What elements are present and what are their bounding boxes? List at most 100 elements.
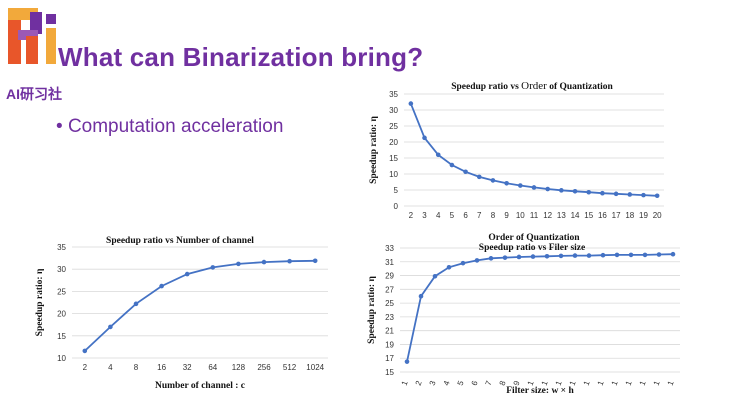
y-tick-label: 21 [385, 327, 394, 336]
x-tick-label: 14 [571, 211, 580, 220]
x-tick-label: 1 [582, 379, 592, 387]
chart-title: Speedup ratio vs Filer size [479, 243, 585, 253]
data-point [261, 259, 267, 265]
x-tick-label: 7 [484, 379, 494, 387]
x-axis-label: Order of Quantization [488, 233, 580, 243]
x-tick-label: 1 [666, 379, 676, 387]
data-point [641, 192, 646, 198]
data-point [572, 188, 578, 194]
x-tick-label: 15 [584, 211, 593, 220]
y-tick-label: 35 [389, 90, 398, 99]
x-tick-label: 32 [183, 363, 192, 372]
data-point [654, 193, 660, 199]
bullet-marker: • [56, 116, 63, 137]
data-point [159, 283, 164, 289]
y-axis-label: Speedup ratio: η [369, 116, 379, 184]
x-tick-label: 1 [400, 379, 410, 387]
x-tick-label: 2 [414, 379, 424, 387]
y-tick-label: 20 [57, 310, 66, 319]
y-tick-label: 25 [57, 287, 66, 296]
data-point [474, 258, 480, 263]
data-point [418, 293, 424, 299]
y-tick-label: 25 [389, 122, 398, 131]
data-point [490, 178, 496, 183]
brand-name: AI研习社 [6, 86, 62, 102]
y-tick-label: 15 [385, 368, 394, 377]
data-point [613, 191, 619, 197]
chart-title: Speedup ratio vs Number of channel [106, 236, 254, 246]
y-tick-label: 30 [57, 265, 66, 274]
data-point [488, 256, 494, 261]
y-axis-label: Speedup ratio: η [367, 276, 377, 344]
data-point [656, 252, 662, 257]
x-tick-label: 17 [612, 211, 621, 220]
x-axis-label: Number of channel : c [155, 381, 245, 391]
x-tick-label: 2 [409, 211, 414, 220]
chart-title-part: Order [521, 80, 547, 92]
x-tick-label: 1 [610, 379, 620, 387]
x-tick-label: 8 [498, 379, 508, 387]
x-tick-label: 1 [568, 379, 578, 387]
y-tick-label: 17 [385, 354, 394, 363]
chart-title-part: of Quantization [547, 82, 614, 92]
x-tick-label: 9 [512, 379, 522, 387]
slide-title: What can Binarization bring? [58, 42, 424, 72]
x-tick-label: 4 [442, 379, 452, 387]
data-point [627, 192, 633, 197]
data-point [572, 253, 578, 258]
y-tick-label: 35 [57, 243, 66, 252]
data-point [614, 252, 620, 258]
data-point [446, 264, 452, 270]
y-tick-label: 30 [389, 106, 398, 115]
x-tick-label: 1 [638, 379, 648, 387]
series-line [406, 253, 674, 362]
y-tick-label: 20 [389, 138, 398, 147]
x-tick-label: 13 [557, 211, 566, 220]
data-point [600, 252, 606, 258]
data-point [312, 258, 318, 264]
data-point [82, 348, 88, 354]
series-line [84, 259, 316, 352]
chart-speedup-vs-channel: 10 15 20 25 30 35 2 4 8 16 32 64 128 256 512 1024 Speedu… [35, 236, 328, 391]
data-point [544, 253, 550, 259]
data-point [210, 265, 216, 270]
x-tick-label: 6 [470, 379, 480, 387]
x-tick-label: 5 [450, 211, 455, 220]
series-line [409, 103, 658, 197]
x-tick-label: 8 [491, 211, 496, 220]
y-tick-label: 5 [394, 186, 399, 195]
x-tick-label: 3 [428, 379, 438, 387]
data-point [463, 169, 468, 175]
x-tick-label: 5 [456, 379, 466, 387]
data-point [518, 183, 523, 188]
x-tick-label: 16 [157, 363, 166, 372]
y-tick-label: 29 [385, 272, 394, 281]
data-point [628, 252, 634, 258]
x-tick-label: 20 [653, 211, 662, 220]
data-point [642, 252, 648, 258]
y-tick-label: 33 [385, 244, 394, 253]
x-tick-label: 6 [463, 211, 468, 220]
x-axis-label: Filter size: w × h [506, 386, 574, 396]
data-point [432, 273, 438, 279]
x-tick-label: 1024 [306, 363, 324, 372]
x-tick-label: 18 [625, 211, 634, 220]
data-point [516, 254, 522, 260]
x-tick-label: 256 [257, 363, 271, 372]
x-tick-label: 128 [232, 363, 246, 372]
x-tick-label: 1 [652, 379, 662, 387]
ai-yanxishe-logo [8, 8, 56, 64]
x-tick-label: 4 [108, 363, 113, 372]
x-tick-label: 1 [540, 379, 550, 387]
data-point [670, 251, 676, 257]
x-tick-label: 4 [436, 211, 441, 220]
x-tick-label: 512 [283, 363, 297, 372]
x-tick-label: 10 [516, 211, 525, 220]
y-tick-label: 15 [389, 154, 398, 163]
y-tick-label: 23 [385, 313, 394, 322]
data-point [133, 301, 139, 307]
y-tick-label: 15 [57, 332, 66, 341]
data-point [108, 324, 113, 330]
data-point [460, 260, 466, 266]
